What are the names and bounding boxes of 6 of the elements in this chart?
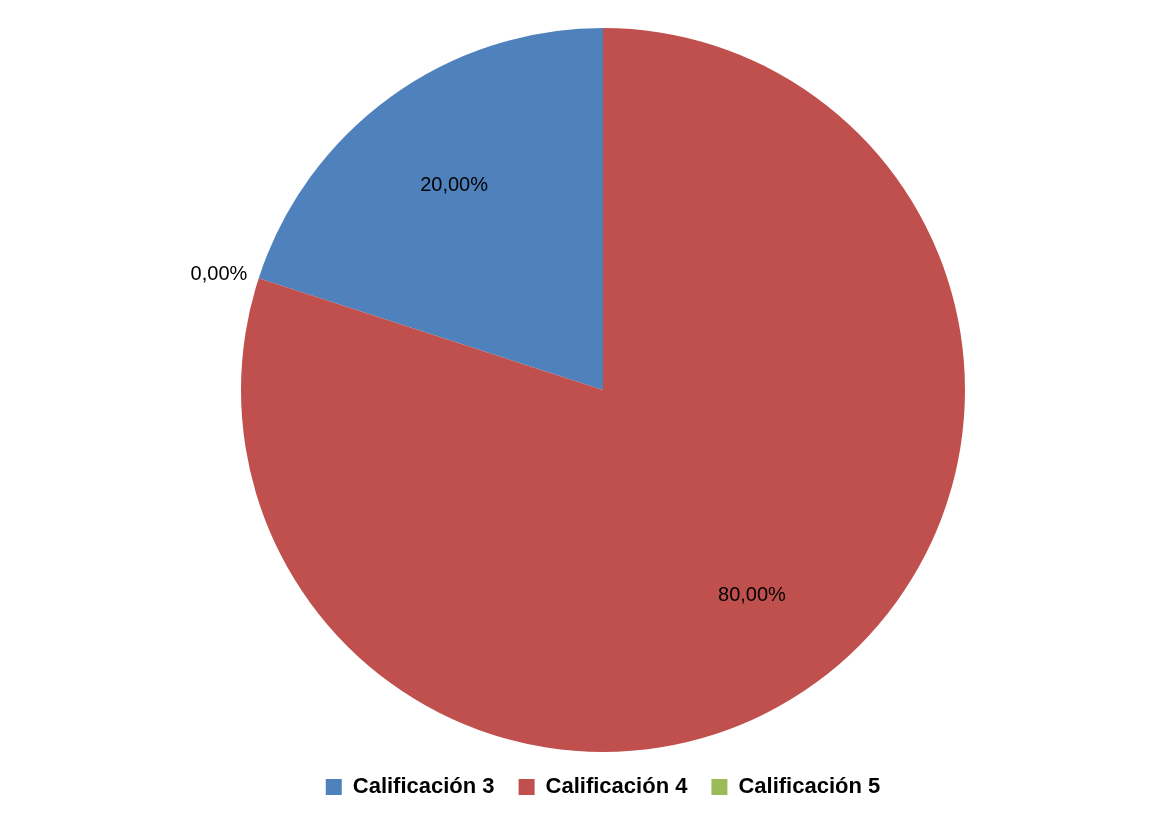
legend-label: Calificación 5 xyxy=(738,773,881,799)
text: 0,00% xyxy=(190,261,248,284)
data-label: 20,00% xyxy=(420,172,489,195)
legend-label: Calificación 4 xyxy=(545,773,689,799)
legend-label: Calificación 3 xyxy=(352,773,495,799)
data-label: 80,00% xyxy=(718,582,787,605)
